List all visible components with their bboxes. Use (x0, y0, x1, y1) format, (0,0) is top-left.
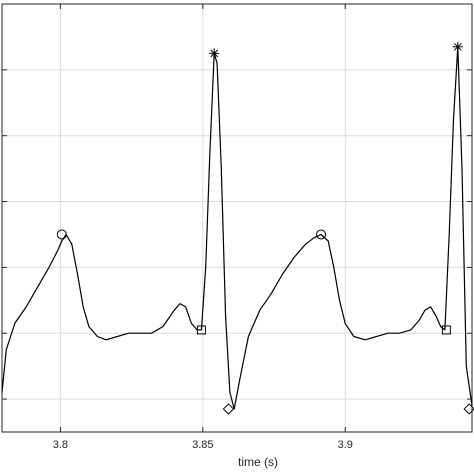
axes (1, 3, 473, 433)
asterisk-marker-0-stroke-3 (210, 49, 219, 58)
asterisk-marker-1-stroke-3 (453, 42, 462, 51)
x-tick-label-1: 3.85 (192, 439, 213, 451)
plot-frame (1, 3, 473, 433)
asterisk-marker-1 (452, 41, 463, 52)
diamond-marker-1 (463, 403, 474, 415)
circle-marker-0 (56, 229, 67, 240)
asterisk-marker-0 (209, 48, 220, 59)
diamond-marker-0 (222, 403, 235, 415)
x-axis-label: time (s) (238, 455, 278, 469)
marker-layer (56, 41, 474, 415)
x-tick-label-2: 3.9 (338, 439, 353, 451)
ecg-trace-line (1, 46, 473, 410)
tick-labels: 3.8 3.85 3.9 (53, 439, 353, 451)
square-marker-1 (441, 325, 451, 335)
square-marker-0 (196, 325, 206, 335)
x-tick-label-0: 3.8 (53, 439, 68, 451)
circle-marker-1 (316, 229, 327, 240)
series-layer (1, 46, 473, 410)
grid (2, 4, 472, 432)
